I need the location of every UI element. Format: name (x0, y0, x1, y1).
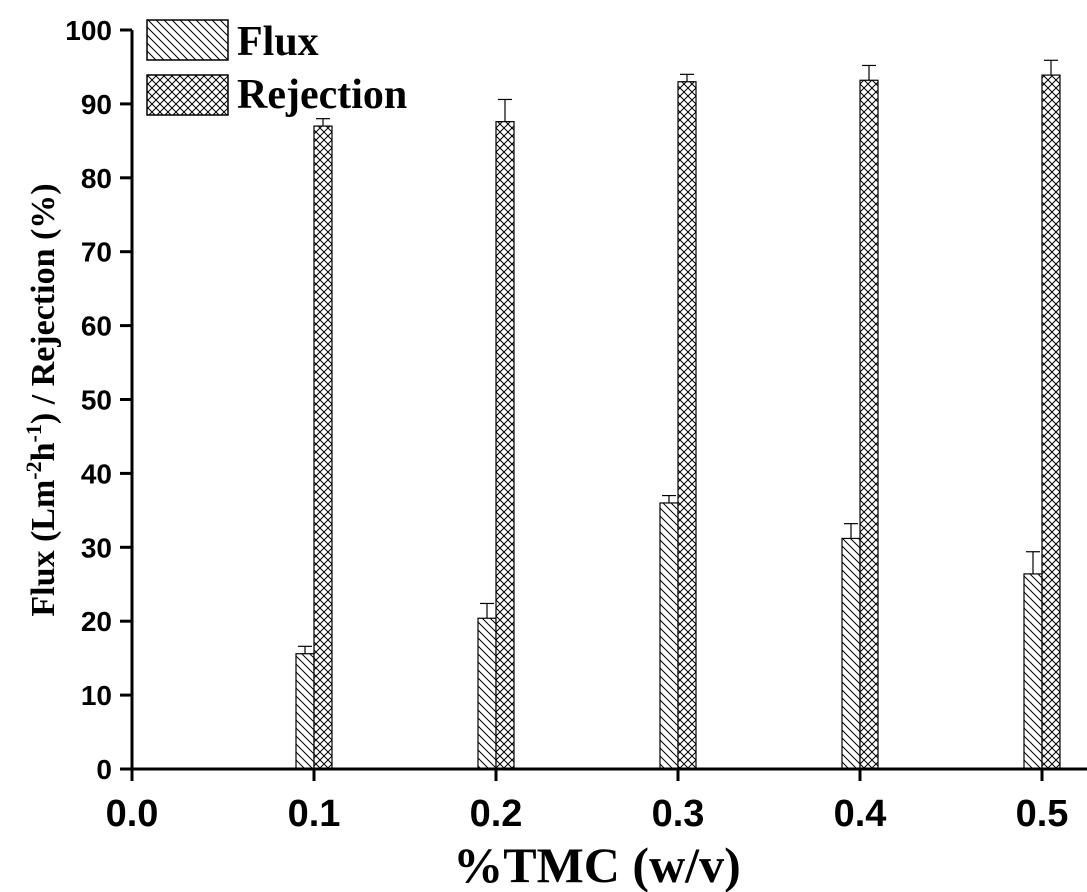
x-tick-label-5: 0.5 (1016, 793, 1069, 835)
bar-flux-0 (295, 653, 315, 770)
bar-rejection-2 (677, 81, 697, 770)
y-tick-label-8: 80 (81, 163, 112, 194)
y-tick-label-7: 70 (81, 237, 112, 268)
bar-rejection-4 (1041, 74, 1061, 770)
legend-label-rejection: Rejection (237, 72, 407, 118)
y-tick-label-3: 30 (81, 532, 112, 563)
x-axis-title: %TMC (w/v) (453, 837, 740, 892)
x-tick-label-1: 0.1 (288, 793, 341, 835)
y-tick-label-6: 60 (81, 311, 112, 342)
y-axis-title: Flux (Lm-2h-1) / Rejection (%) (21, 183, 62, 616)
y-tick-label-1: 10 (81, 680, 112, 711)
legend-swatch-flux (146, 19, 229, 61)
x-tick-label-0: 0.0 (106, 793, 159, 835)
legend-label-flux: Flux (237, 19, 319, 65)
bar-rejection-3 (859, 79, 879, 770)
bar-rejection-0 (313, 125, 333, 770)
bar-flux-1 (477, 617, 497, 770)
x-tick-label-3: 0.3 (652, 793, 705, 835)
bar-flux-3 (841, 537, 861, 770)
y-tick-label-5: 50 (81, 385, 112, 416)
bar-flux-2 (659, 502, 679, 770)
legend: Flux Rejection (146, 19, 407, 118)
legend-item-flux: Flux (146, 19, 319, 65)
bar-flux-4 (1023, 573, 1043, 770)
y-tick-label-9: 90 (81, 89, 112, 120)
y-tick-label-4: 40 (81, 458, 112, 489)
x-tick-label-4: 0.4 (834, 793, 887, 835)
bar-rejection-1 (495, 121, 515, 770)
legend-item-rejection: Rejection (146, 72, 407, 118)
y-tick-label-10: 100 (65, 15, 112, 46)
x-tick-label-2: 0.2 (470, 793, 523, 835)
plot-area (295, 59, 1061, 770)
y-tick-label-0: 0 (96, 754, 112, 785)
y-tick-label-2: 20 (81, 606, 112, 637)
legend-swatch-rejection (146, 74, 229, 116)
